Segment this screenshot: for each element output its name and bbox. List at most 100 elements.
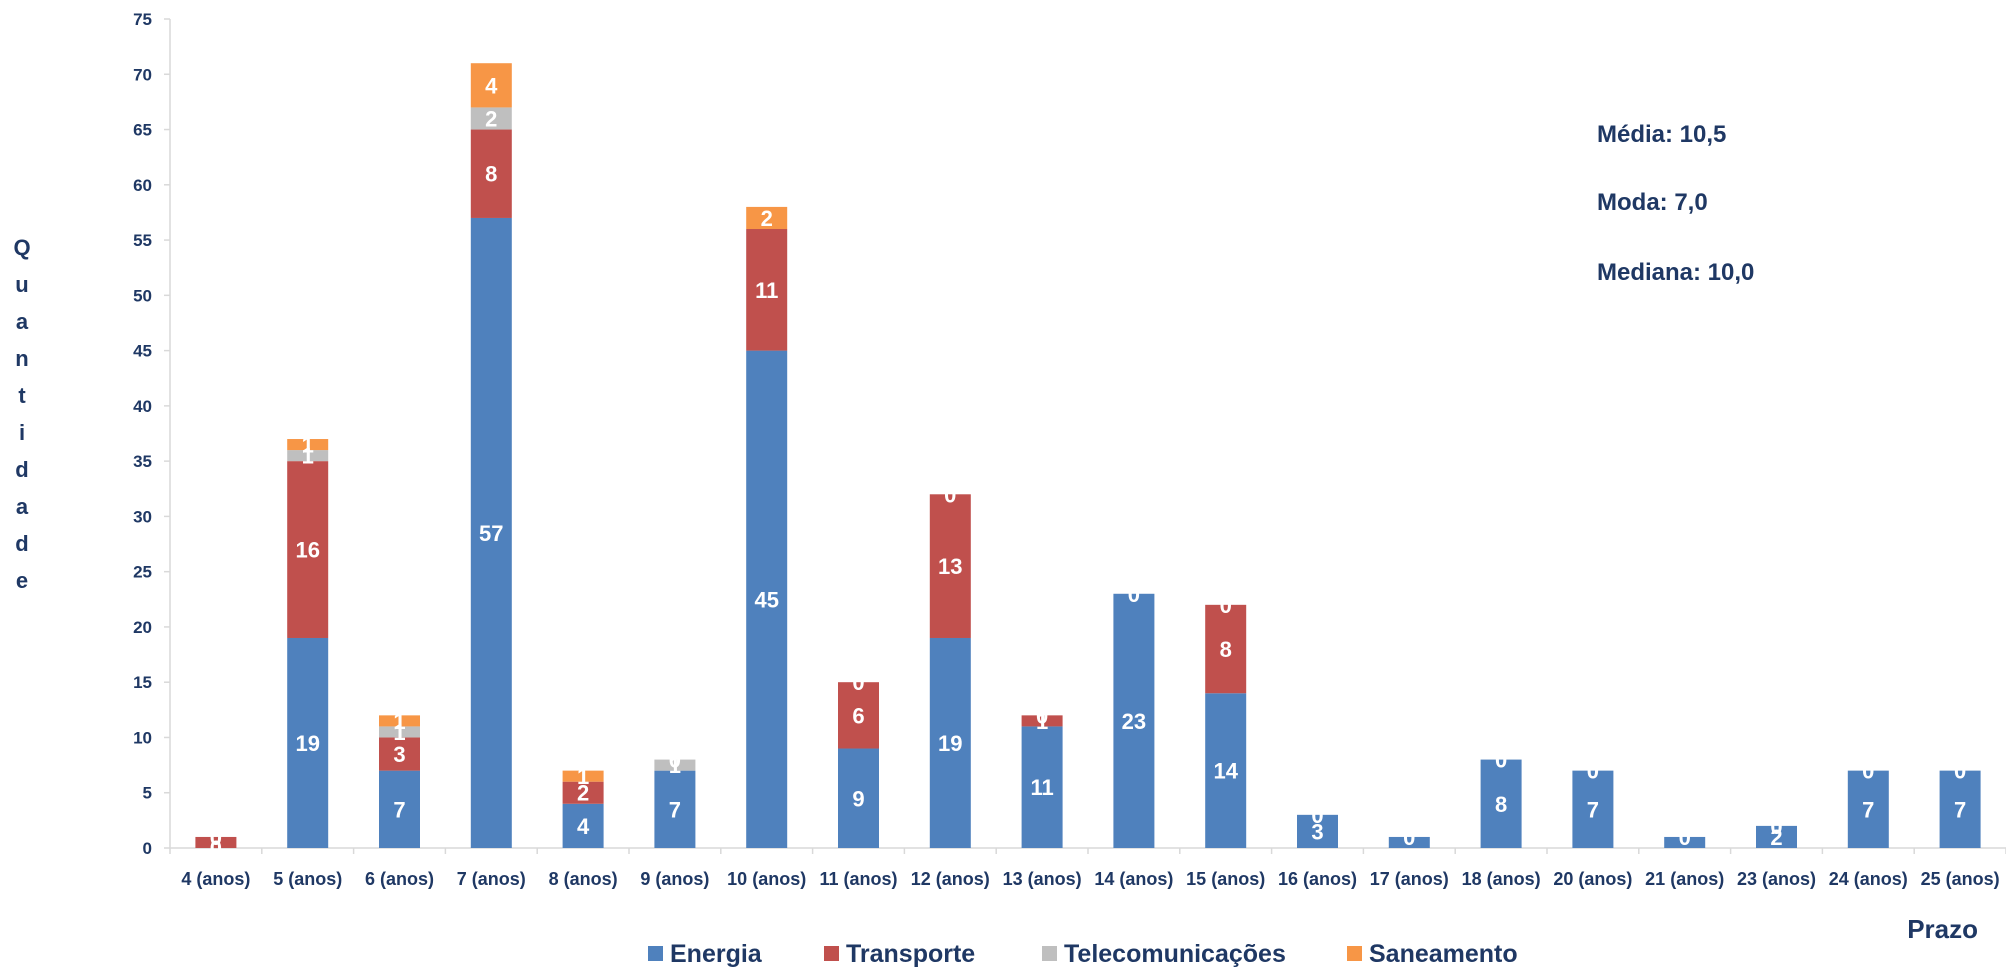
legend-label: Transporte <box>846 940 975 968</box>
x-tick-label: 11 (anos) <box>819 869 897 889</box>
bar-segment <box>287 439 329 451</box>
y-tick-label: 5 <box>143 784 152 803</box>
y-axis-title-letter: e <box>16 568 28 593</box>
bar-segment <box>1021 726 1063 848</box>
y-axis-title-letter: Q <box>13 235 30 260</box>
data-label: 4 <box>577 814 590 839</box>
y-tick-label: 35 <box>133 452 152 471</box>
x-axis-title: Prazo <box>1907 914 1978 944</box>
bar-segment <box>195 836 237 848</box>
data-label: 0 <box>1403 825 1415 850</box>
legend-label: Telecomunicações <box>1064 940 1286 968</box>
data-label: 45 <box>754 587 778 612</box>
x-tick-label: 24 (anos) <box>1829 869 1908 889</box>
data-label: 3 <box>393 742 405 767</box>
data-label: 0 <box>852 670 864 695</box>
data-label: 1 <box>302 433 314 458</box>
bar-segment <box>470 107 512 130</box>
bar-segment <box>746 350 788 848</box>
x-axis: 4 (anos) 5 (anos) 6 (anos) 7 (anos) 8 (anos)… <box>169 847 2006 889</box>
y-axis-title-letter: d <box>15 457 28 482</box>
y-axis: 0 5 10 15 20 25 30 35 40 45 50 55 60 65 70 75 <box>133 10 171 858</box>
bar-segment <box>1297 814 1338 848</box>
data-label: 57 <box>479 521 503 546</box>
bar-segment <box>1847 770 1889 848</box>
data-label: 9 <box>852 786 864 811</box>
y-tick-label: 70 <box>133 65 152 84</box>
y-axis-title-letter: n <box>15 346 28 371</box>
data-label: 7 <box>1954 797 1966 822</box>
data-label: 0 <box>1220 593 1232 618</box>
y-tick-label: 50 <box>133 286 152 305</box>
y-tick-label: 25 <box>133 563 152 582</box>
legend-swatch <box>1042 946 1057 961</box>
x-tick-label: 9 (anos) <box>640 869 709 889</box>
legend-label: Energia <box>670 940 763 968</box>
x-tick-label: 23 (anos) <box>1737 869 1816 889</box>
bar-segment <box>1388 836 1430 848</box>
y-tick-label: 60 <box>133 176 152 195</box>
x-tick-label: 4 (anos) <box>181 869 250 889</box>
data-label: 4 <box>485 73 498 98</box>
x-tick-label: 6 (anos) <box>365 869 434 889</box>
x-tick-label: 12 (anos) <box>911 869 990 889</box>
bar-segment <box>379 715 420 727</box>
data-label: 8 <box>1220 637 1232 662</box>
data-label: 0 <box>944 482 956 507</box>
x-tick-label: 21 (anos) <box>1645 869 1724 889</box>
data-label: 1 <box>393 720 405 745</box>
bar-segment <box>562 803 604 848</box>
x-tick-label: 10 (anos) <box>727 869 806 889</box>
data-label: 8 <box>485 162 497 187</box>
y-tick-label: 15 <box>133 673 152 692</box>
y-axis-title-letter: d <box>15 531 28 556</box>
data-label: 0 <box>1311 803 1323 828</box>
data-label: 0 <box>210 836 222 861</box>
data-label: 7 <box>1862 797 1874 822</box>
y-tick-label: 10 <box>133 728 152 747</box>
legend-swatch <box>824 946 839 961</box>
y-tick-label: 55 <box>133 231 152 250</box>
data-label: 6 <box>852 703 864 728</box>
data-label: 0 <box>1954 759 1966 784</box>
x-tick-label: 20 (anos) <box>1553 869 1632 889</box>
data-label: 7 <box>393 797 405 822</box>
y-axis-title-letter: a <box>16 309 29 334</box>
data-label: 1 <box>669 753 681 778</box>
bar-segment <box>470 217 512 848</box>
data-label: 3 <box>1311 819 1323 844</box>
data-label: 8 <box>1495 792 1507 817</box>
stat-mediana: Mediana: 10,0 <box>1597 259 1754 286</box>
legend: Energia Transporte Telecomunicações Saneame… <box>648 940 1518 968</box>
x-tick-label: 7 (anos) <box>457 869 526 889</box>
y-tick-label: 75 <box>133 10 152 29</box>
x-tick-label: 8 (anos) <box>549 869 618 889</box>
y-tick-label: 20 <box>133 618 152 637</box>
bar-segment <box>929 637 971 848</box>
bar-segment <box>470 63 512 108</box>
x-tick-label: 13 (anos) <box>1003 869 1082 889</box>
bar-segment <box>470 129 512 218</box>
bar-segment <box>838 748 879 848</box>
x-tick-label: 5 (anos) <box>273 869 342 889</box>
data-label: 0 <box>210 825 222 850</box>
x-tick-label: 17 (anos) <box>1370 869 1449 889</box>
y-axis-title-letter: t <box>18 383 26 408</box>
bar-segment <box>838 682 879 749</box>
bar-segment <box>1113 593 1155 848</box>
bar-segment <box>287 637 329 848</box>
data-label: 0 <box>1495 748 1507 773</box>
x-tick-label: 16 (anos) <box>1278 869 1357 889</box>
bar-segment <box>562 781 604 804</box>
data-label: 11 <box>755 278 778 303</box>
data-label: 14 <box>1213 759 1238 784</box>
data-label: 2 <box>761 206 773 231</box>
bar-segment <box>1572 770 1614 848</box>
stat-moda: Moda: 7,0 <box>1597 189 1708 216</box>
data-label: 7 <box>1587 797 1599 822</box>
y-axis-title-letter: i <box>19 420 25 445</box>
data-label: 1 <box>393 709 405 734</box>
bar-segment <box>287 450 329 462</box>
bars <box>195 63 1981 848</box>
